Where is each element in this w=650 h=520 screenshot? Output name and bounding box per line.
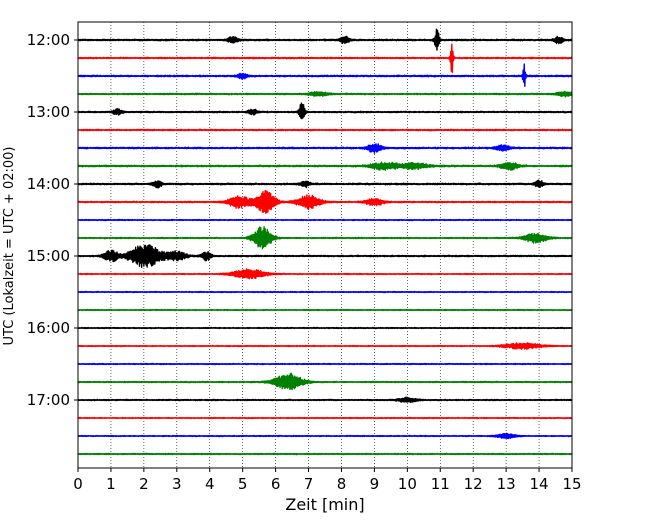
seismic-trace-735 xyxy=(77,43,573,74)
plot-frame xyxy=(77,21,573,469)
seismic-trace-855 xyxy=(77,189,573,214)
seismic-trace-1035 xyxy=(77,416,573,420)
y-tick-label: 14:00 xyxy=(27,175,70,193)
seismic-trace-1020 xyxy=(77,396,573,404)
x-tick-label: 0 xyxy=(73,475,83,493)
seismic-trace-885 xyxy=(77,226,573,250)
seismic-trace-990 xyxy=(77,362,573,366)
x-tick-label: 8 xyxy=(337,475,347,493)
trace-layer xyxy=(77,28,573,456)
x-tick-label: 10 xyxy=(398,475,417,493)
x-tick-label: 14 xyxy=(530,475,549,493)
y-tick-label: 16:00 xyxy=(27,319,70,337)
y-axis-label: UTC (Lokalzeit = UTC + 02:00) xyxy=(2,147,17,346)
x-tick-label: 1 xyxy=(106,475,116,493)
x-tick-label: 15 xyxy=(562,475,581,493)
x-tick-label: 3 xyxy=(172,475,182,493)
seismic-trace-1050 xyxy=(77,432,573,440)
x-tick-label: 9 xyxy=(370,475,380,493)
y-tick-label: 17:00 xyxy=(27,391,70,409)
seismic-trace-810 xyxy=(77,143,573,154)
x-tick-label: 6 xyxy=(271,475,281,493)
plot-background xyxy=(78,22,572,468)
seismic-trace-945 xyxy=(77,308,573,312)
x-axis: 0 1 2 3 4 5 6 7 8 9 10 11 12 13 14 15 xyxy=(73,468,582,493)
seismic-trace-780 xyxy=(77,102,573,120)
x-tick-label: 4 xyxy=(205,475,215,493)
grid-layer xyxy=(110,22,540,468)
y-tick-label: 13:00 xyxy=(27,103,70,121)
seismic-trace-900 xyxy=(77,244,573,269)
seismic-trace-750 xyxy=(77,63,573,87)
y-tick-label: 12:00 xyxy=(27,31,70,49)
x-tick-label: 2 xyxy=(139,475,149,493)
x-tick-label: 7 xyxy=(304,475,314,493)
x-tick-label: 13 xyxy=(497,475,516,493)
seismic-trace-825 xyxy=(77,161,573,171)
seismic-trace-915 xyxy=(77,268,573,280)
x-tick-label: 5 xyxy=(238,475,248,493)
seismic-trace-720 xyxy=(77,28,573,51)
seismic-trace-795 xyxy=(77,128,573,132)
seismic-trace-975 xyxy=(77,342,573,350)
seismic-trace-1005 xyxy=(77,372,573,391)
x-axis-label: Zeit [min] xyxy=(285,495,364,514)
seismic-trace-1065 xyxy=(77,452,573,456)
seismic-trace-765 xyxy=(77,90,573,98)
seismic-trace-870 xyxy=(77,218,573,222)
y-tick-label: 15:00 xyxy=(27,247,70,265)
x-tick-label: 11 xyxy=(431,475,450,493)
seismic-trace-960 xyxy=(77,326,573,330)
seismic-trace-930 xyxy=(77,290,573,294)
y-axis: 12:00 13:00 14:00 15:00 16:00 17:00 xyxy=(27,31,78,409)
x-tick-label: 12 xyxy=(464,475,483,493)
seismic-trace-840 xyxy=(77,179,573,189)
